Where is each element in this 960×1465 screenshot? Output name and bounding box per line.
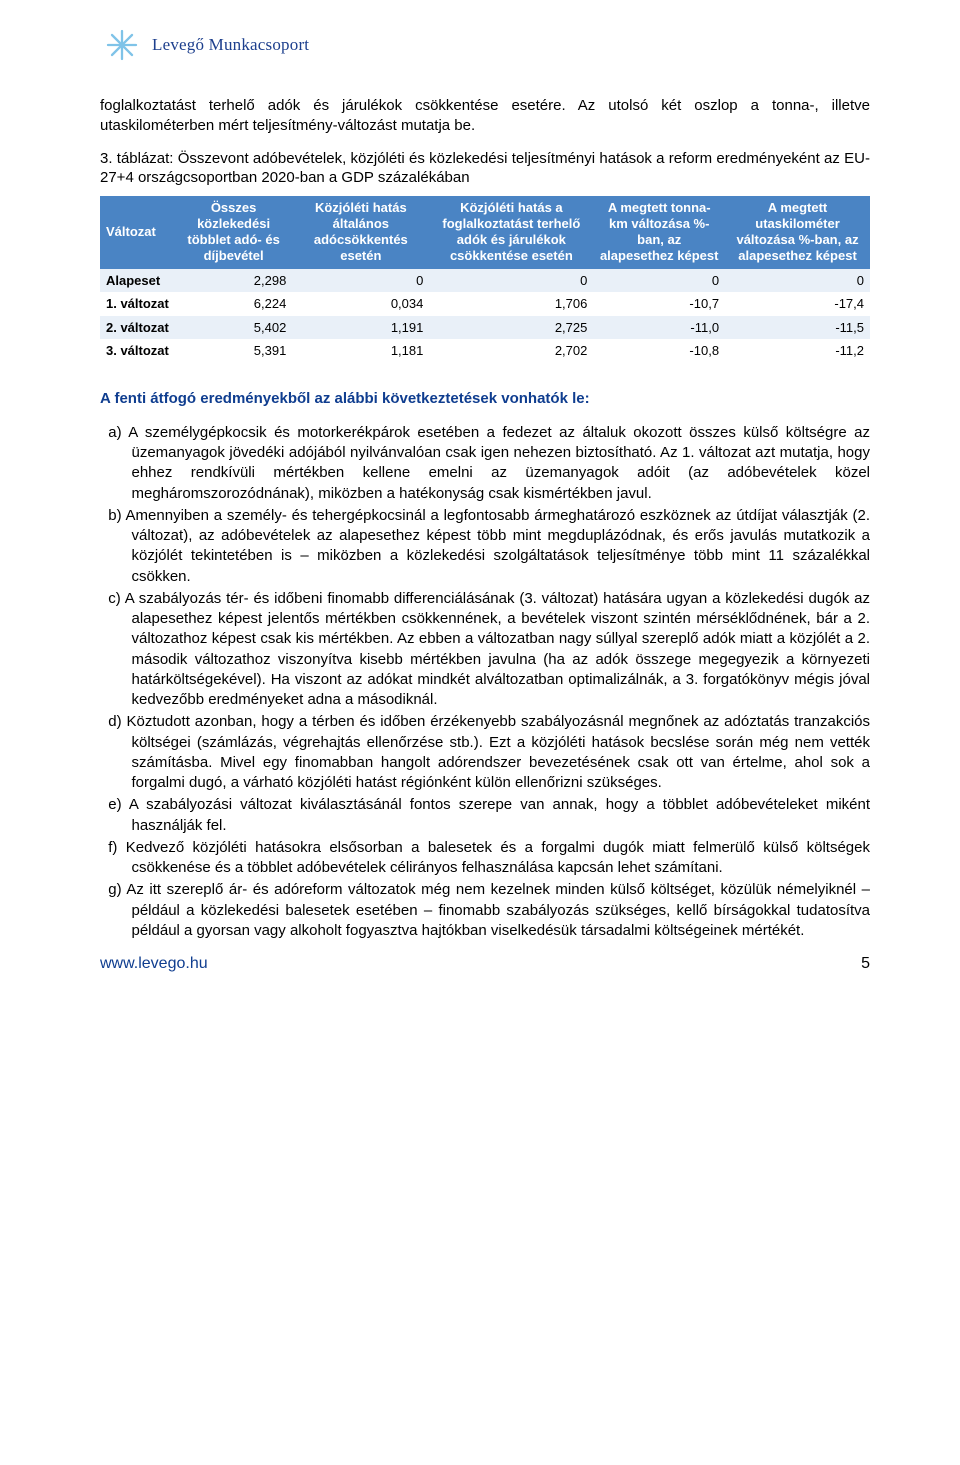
table-cell: 5,402 [175, 316, 292, 340]
conclusions-list: a) A személygépkocsik és motorkerékpárok… [100, 423, 870, 941]
table-caption: 3. táblázat: Összevont adóbevételek, köz… [100, 149, 870, 188]
table-cell: 1,181 [292, 339, 429, 363]
table-cell: 6,224 [175, 292, 292, 316]
table-cell: -17,4 [725, 292, 870, 316]
list-item: g) Az itt szereplő ár- és adóreform vált… [100, 880, 870, 941]
page-number: 5 [861, 953, 870, 975]
footer-url: www.levego.hu [100, 953, 208, 975]
table-cell: -11,5 [725, 316, 870, 340]
table-cell: 1,191 [292, 316, 429, 340]
row-label: 1. változat [100, 292, 175, 316]
table-body: Alapeset2,29800001. változat6,2240,0341,… [100, 269, 870, 363]
col-header-3: Közjóléti hatás a foglalkoztatást terhel… [429, 196, 593, 269]
conclusions-heading: A fenti átfogó eredményekből az alábbi k… [100, 389, 870, 409]
list-item: e) A szabályozási változat kiválasztásán… [100, 795, 870, 836]
table-cell: 2,702 [429, 339, 593, 363]
list-item: d) Köztudott azonban, hogy a térben és i… [100, 712, 870, 793]
table-row: 2. változat5,4021,1912,725-11,0-11,5 [100, 316, 870, 340]
row-label: Alapeset [100, 269, 175, 293]
table-row: 3. változat5,3911,1812,702-10,8-11,2 [100, 339, 870, 363]
table-cell: 0,034 [292, 292, 429, 316]
table-cell: -10,8 [593, 339, 725, 363]
logo: Levegő Munkacsoport [100, 28, 870, 62]
list-item: f) Kedvező közjóléti hatásokra elsősorba… [100, 838, 870, 879]
table-cell: -10,7 [593, 292, 725, 316]
page: Levegő Munkacsoport foglalkoztatást terh… [0, 0, 960, 1465]
table-cell: -11,0 [593, 316, 725, 340]
list-item: b) Amennyiben a személy- és tehergépkocs… [100, 506, 870, 587]
table-cell: 2,725 [429, 316, 593, 340]
table-cell: -11,2 [725, 339, 870, 363]
col-header-5: A megtett utaskilométer változása %-ban,… [725, 196, 870, 269]
summary-table: Változat Összes közlekedési többlet adó-… [100, 196, 870, 363]
intro-paragraph: foglalkoztatást terhelő adók és járuléko… [100, 96, 870, 137]
table-row: 1. változat6,2240,0341,706-10,7-17,4 [100, 292, 870, 316]
footer: www.levego.hu 5 [100, 953, 870, 975]
table-cell: 5,391 [175, 339, 292, 363]
logo-icon [100, 28, 144, 62]
table-cell: 1,706 [429, 292, 593, 316]
col-header-0: Változat [100, 196, 175, 269]
table-cell: 2,298 [175, 269, 292, 293]
table-cell: 0 [429, 269, 593, 293]
table-cell: 0 [292, 269, 429, 293]
list-item: a) A személygépkocsik és motorkerékpárok… [100, 423, 870, 504]
row-label: 3. változat [100, 339, 175, 363]
table-row: Alapeset2,2980000 [100, 269, 870, 293]
col-header-2: Közjóléti hatás általános adócsökkentés … [292, 196, 429, 269]
table-cell: 0 [593, 269, 725, 293]
table-cell: 0 [725, 269, 870, 293]
col-header-1: Összes közlekedési többlet adó- és díjbe… [175, 196, 292, 269]
col-header-4: A megtett tonna-km változása %-ban, az a… [593, 196, 725, 269]
list-item: c) A szabályozás tér- és időbeni finomab… [100, 589, 870, 711]
row-label: 2. változat [100, 316, 175, 340]
logo-text: Levegő Munkacsoport [152, 34, 309, 57]
table-header-row: Változat Összes közlekedési többlet adó-… [100, 196, 870, 269]
